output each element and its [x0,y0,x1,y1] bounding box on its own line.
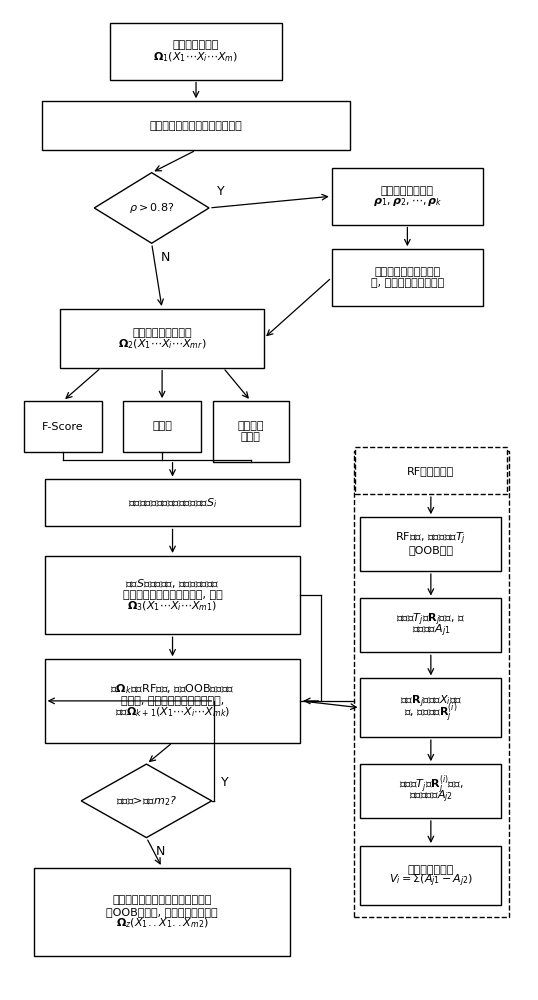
FancyBboxPatch shape [34,867,290,956]
Text: $\rho >0.8?$: $\rho >0.8?$ [129,201,174,215]
Text: N: N [156,845,165,858]
Text: $\boldsymbol{\rho}_1, \boldsymbol{\rho}_2,\cdots, \boldsymbol{\rho}_k$: $\boldsymbol{\rho}_1, \boldsymbol{\rho}_… [372,196,442,208]
Text: 及OOB错误率, 得到最优特征空间: 及OOB错误率, 得到最优特征空间 [107,907,218,917]
Text: RF重要性评估: RF重要性评估 [407,466,455,476]
FancyBboxPatch shape [355,447,506,494]
FancyBboxPatch shape [123,401,201,452]
Text: $V_i=\Sigma(A_{j1}-A_{j2})$: $V_i=\Sigma(A_{j1}-A_{j2})$ [389,873,473,889]
Text: 重要性, 每次剔除重要性最低特征,: 重要性, 每次剔除重要性最低特征, [121,696,224,706]
Text: 高度相关特征矩阵: 高度相关特征矩阵 [381,186,434,196]
Text: 置换$\mathbf{R}_j$中特征$X_i$每个: 置换$\mathbf{R}_j$中特征$X_i$每个 [400,694,462,710]
FancyBboxPatch shape [360,598,501,652]
Text: 利用树$T_j$对$\mathbf{R}_j$分类, 计: 利用树$T_j$对$\mathbf{R}_j$分类, 计 [397,612,465,628]
Text: 时域特征重要性: 时域特征重要性 [408,865,454,875]
FancyBboxPatch shape [332,168,483,225]
Polygon shape [81,764,211,838]
FancyBboxPatch shape [110,23,282,80]
FancyBboxPatch shape [45,479,300,526]
Text: 用$\mathbf{\Omega}_k$训练RF模型, 通过OOB评估特征: 用$\mathbf{\Omega}_k$训练RF模型, 通过OOB评估特征 [110,683,235,696]
Text: $\mathbf{\Omega}_z(X_1..X_1..X_{m2})$: $\mathbf{\Omega}_z(X_1..X_1..X_{m2})$ [116,916,209,930]
Text: 计算正确率$A_{j2}$: 计算正确率$A_{j2}$ [409,789,453,805]
Text: 利用树$T_j$对$\mathbf{R}_j^{(i)}$分类,: 利用树$T_j$对$\mathbf{R}_j^{(i)}$分类, [399,774,463,797]
Text: 计算两两特征间皮尔森相关系数: 计算两两特征间皮尔森相关系数 [150,121,243,131]
FancyBboxPatch shape [42,101,350,150]
Text: 初始始特征空间: 初始始特征空间 [173,40,219,50]
FancyBboxPatch shape [332,249,483,306]
Text: 值, 得到数据$\mathbf{R}_j^{(i)}$: 值, 得到数据$\mathbf{R}_j^{(i)}$ [404,702,457,725]
FancyBboxPatch shape [24,401,102,452]
Text: 特征数>阈值$m_2$?: 特征数>阈值$m_2$? [116,794,177,808]
Text: 降低至第一级特征选择阈值, 得到: 降低至第一级特征选择阈值, 得到 [123,590,222,600]
Text: $\mathbf{\Omega}_1(X_1\cdots X_i\cdots X_m)$: $\mathbf{\Omega}_1(X_1\cdots X_i\cdots X… [153,50,239,64]
Text: $\mathbf{\Omega}_2(X_1\cdots X_i\cdots X_{mr})$: $\mathbf{\Omega}_2(X_1\cdots X_i\cdots X… [118,337,207,351]
FancyBboxPatch shape [353,451,508,916]
Text: 综合评估待选特征重要性显著水平: 综合评估待选特征重要性显著水平 [112,895,212,905]
Text: 的OOB样本: 的OOB样本 [408,545,454,555]
FancyBboxPatch shape [360,846,501,905]
FancyBboxPatch shape [45,659,300,743]
Text: 数, 取得分最低特征返回: 数, 取得分最低特征返回 [371,278,444,288]
Text: 皮尔森相: 皮尔森相 [238,421,264,431]
FancyBboxPatch shape [360,517,501,571]
Text: 计算平均皮尔森相关系: 计算平均皮尔森相关系 [374,267,441,277]
Text: Y: Y [221,776,229,789]
Text: N: N [161,251,171,264]
FancyBboxPatch shape [360,764,501,818]
Text: 叠加并无量纲处理得到综合得分$S_i$: 叠加并无量纲处理得到综合得分$S_i$ [128,496,217,510]
Text: 关系数: 关系数 [241,432,261,442]
Text: $\mathbf{\Omega}_3(X_1\cdots X_i\cdots X_{m1})$: $\mathbf{\Omega}_3(X_1\cdots X_i\cdots X… [128,600,218,613]
Text: 形成$\mathbf{\Omega}_{k+1}(X_1\cdots X_i\cdots X_{mk})$: 形成$\mathbf{\Omega}_{k+1}(X_1\cdots X_i\c… [115,705,230,719]
FancyBboxPatch shape [45,556,300,634]
Text: RF训练, 统计每棵树$T_j$: RF训练, 统计每棵树$T_j$ [395,530,466,547]
Text: 冗余性最低特征空间: 冗余性最低特征空间 [132,328,192,338]
FancyBboxPatch shape [213,401,289,462]
Text: Y: Y [217,185,224,198]
FancyBboxPatch shape [60,309,264,368]
Text: 互信息: 互信息 [152,422,172,432]
Text: 剔除$S$较低的特征, 使特征空间维度: 剔除$S$较低的特征, 使特征空间维度 [125,577,220,590]
Polygon shape [94,173,209,243]
Text: F-Score: F-Score [42,422,84,432]
Text: 算正确率$A_{j1}$: 算正确率$A_{j1}$ [412,623,450,639]
FancyBboxPatch shape [360,678,501,737]
